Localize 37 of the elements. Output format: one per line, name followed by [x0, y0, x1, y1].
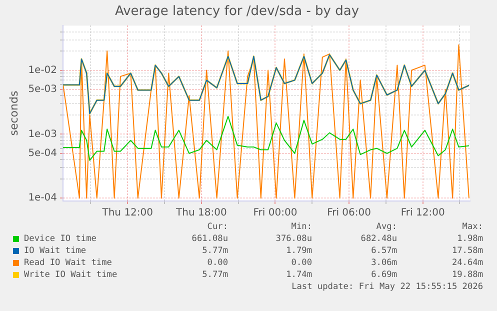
text: 6.57m	[371, 246, 397, 256]
text: 0.00	[207, 258, 228, 268]
y-tick-label: 5e-03	[28, 84, 58, 96]
legend-label: Device IO time	[23, 234, 96, 244]
legend-label: Read IO Wait time	[23, 258, 112, 268]
text: 376.08u	[276, 234, 312, 244]
text: Max:	[462, 222, 483, 232]
y-tick-label: 1e-04	[28, 192, 58, 204]
y-tick-label: 1e-03	[28, 128, 58, 140]
legend-label: Write IO Wait time	[23, 270, 118, 280]
y-axis-title: seconds	[7, 90, 20, 136]
text: 17.58m	[452, 246, 483, 256]
chart-title: Average latency for /dev/sda - by day	[114, 4, 360, 20]
x-tick-label: Thu 18:00	[175, 208, 227, 219]
legend-label: IO Wait time	[23, 246, 86, 256]
x-tick-label: Thu 12:00	[101, 208, 154, 219]
text: 1.79m	[286, 246, 312, 256]
x-tick-label: Fri 12:00	[400, 208, 445, 219]
text: 682.48u	[360, 234, 397, 244]
text: 1.74m	[286, 270, 312, 280]
text: 19.88m	[452, 270, 483, 280]
text: 24.64m	[452, 258, 483, 268]
text: Min:	[291, 222, 312, 232]
x-tick-label: Fri 00:00	[253, 208, 298, 219]
text: Last update: Fri May 22 15:55:15 2026	[292, 282, 483, 292]
text: Cur:	[207, 222, 228, 232]
text: 5.77m	[202, 246, 228, 256]
text: 1.98m	[457, 234, 483, 244]
y-tick-label: 1e-02	[28, 64, 58, 76]
text: 6.69m	[371, 270, 397, 280]
text: 0.00	[291, 258, 312, 268]
text: 5.77m	[202, 270, 228, 280]
text: Avg:	[376, 222, 397, 232]
y-tick-label: 5e-04	[28, 148, 58, 159]
x-tick-label: Fri 06:00	[327, 208, 372, 219]
text: 661.08u	[192, 234, 228, 244]
text: 3.06m	[371, 258, 397, 268]
